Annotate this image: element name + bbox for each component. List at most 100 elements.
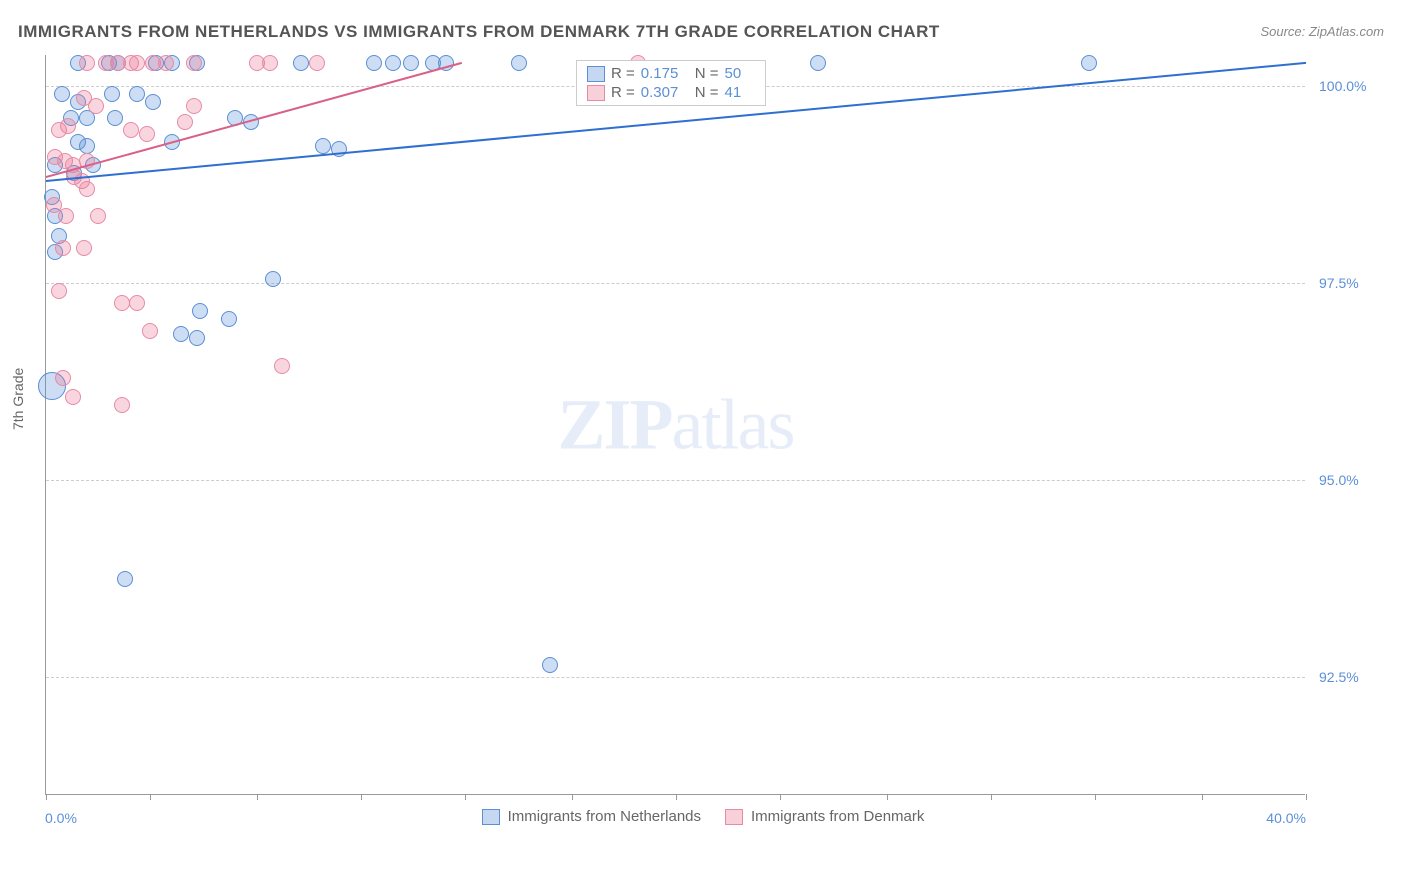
stats-legend: R = 0.175 N = 50 R = 0.307 N = 41 xyxy=(576,60,766,106)
data-point xyxy=(65,389,81,405)
data-point xyxy=(117,571,133,587)
data-point xyxy=(511,55,527,71)
data-point xyxy=(145,94,161,110)
data-point xyxy=(243,114,259,130)
bottom-legend: Immigrants from Netherlands Immigrants fr… xyxy=(0,808,1406,825)
data-point xyxy=(90,208,106,224)
legend-swatch xyxy=(587,85,605,101)
data-point xyxy=(114,397,130,413)
data-point xyxy=(129,86,145,102)
data-point xyxy=(186,98,202,114)
data-point xyxy=(192,303,208,319)
gridline-h xyxy=(46,283,1305,284)
data-point xyxy=(129,295,145,311)
r-value: 0.175 xyxy=(641,65,689,82)
data-point xyxy=(542,657,558,673)
stats-legend-row: R = 0.175 N = 50 xyxy=(587,65,755,82)
stats-legend-row: R = 0.307 N = 41 xyxy=(587,84,755,101)
data-point xyxy=(331,141,347,157)
y-tick-label: 97.5% xyxy=(1319,275,1399,291)
x-tick xyxy=(361,794,362,800)
legend-swatch xyxy=(587,66,605,82)
n-value: 41 xyxy=(725,84,755,101)
data-point xyxy=(55,240,71,256)
chart-title: IMMIGRANTS FROM NETHERLANDS VS IMMIGRANT… xyxy=(18,22,940,42)
x-tick xyxy=(991,794,992,800)
data-point xyxy=(58,208,74,224)
data-point xyxy=(60,118,76,134)
data-point xyxy=(227,110,243,126)
data-point xyxy=(810,55,826,71)
r-label: R = xyxy=(611,65,635,82)
data-point xyxy=(186,55,202,71)
data-point xyxy=(366,55,382,71)
watermark: ZIPatlas xyxy=(558,383,794,466)
r-label: R = xyxy=(611,84,635,101)
data-point xyxy=(173,326,189,342)
data-point xyxy=(76,240,92,256)
data-point xyxy=(189,330,205,346)
x-tick xyxy=(150,794,151,800)
data-point xyxy=(79,181,95,197)
data-point xyxy=(79,138,95,154)
n-label: N = xyxy=(695,65,719,82)
x-tick xyxy=(780,794,781,800)
legend-label: Immigrants from Netherlands xyxy=(508,808,701,825)
y-axis-label: 7th Grade xyxy=(10,368,26,430)
legend-item: Immigrants from Denmark xyxy=(725,808,924,825)
data-point xyxy=(438,55,454,71)
data-point xyxy=(139,126,155,142)
data-point xyxy=(265,271,281,287)
gridline-h xyxy=(46,677,1305,678)
data-point xyxy=(54,86,70,102)
r-value: 0.307 xyxy=(641,84,689,101)
data-point xyxy=(221,311,237,327)
plot-area: ZIPatlas R = 0.175 N = 50 R = 0.307 N = 41 xyxy=(45,55,1305,795)
x-tick xyxy=(465,794,466,800)
watermark-rest: atlas xyxy=(672,384,794,464)
data-point xyxy=(262,55,278,71)
data-point xyxy=(79,153,95,169)
data-point xyxy=(164,134,180,150)
data-point xyxy=(107,110,123,126)
x-tick xyxy=(46,794,47,800)
data-point xyxy=(309,55,325,71)
data-point xyxy=(1081,55,1097,71)
trendlines xyxy=(46,55,1306,795)
data-point xyxy=(274,358,290,374)
data-point xyxy=(51,283,67,299)
data-point xyxy=(114,295,130,311)
x-tick xyxy=(257,794,258,800)
data-point xyxy=(123,122,139,138)
source-attribution: Source: ZipAtlas.com xyxy=(1260,24,1384,39)
data-point xyxy=(104,86,120,102)
x-tick xyxy=(1095,794,1096,800)
gridline-h xyxy=(46,480,1305,481)
legend-label: Immigrants from Denmark xyxy=(751,808,924,825)
data-point xyxy=(403,55,419,71)
legend-item: Immigrants from Netherlands xyxy=(482,808,701,825)
x-tick xyxy=(1202,794,1203,800)
legend-swatch xyxy=(482,809,500,825)
x-tick xyxy=(572,794,573,800)
data-point xyxy=(142,323,158,339)
n-label: N = xyxy=(695,84,719,101)
data-point xyxy=(88,98,104,114)
data-point xyxy=(129,55,145,71)
n-value: 50 xyxy=(725,65,755,82)
data-point xyxy=(79,55,95,71)
x-tick xyxy=(676,794,677,800)
x-tick xyxy=(1306,794,1307,800)
watermark-bold: ZIP xyxy=(558,384,672,464)
y-tick-label: 95.0% xyxy=(1319,472,1399,488)
y-tick-label: 92.5% xyxy=(1319,669,1399,685)
data-point xyxy=(385,55,401,71)
data-point xyxy=(293,55,309,71)
x-tick xyxy=(887,794,888,800)
y-tick-label: 100.0% xyxy=(1319,78,1399,94)
data-point xyxy=(177,114,193,130)
legend-swatch xyxy=(725,809,743,825)
data-point xyxy=(55,370,71,386)
data-point xyxy=(158,55,174,71)
data-point xyxy=(315,138,331,154)
